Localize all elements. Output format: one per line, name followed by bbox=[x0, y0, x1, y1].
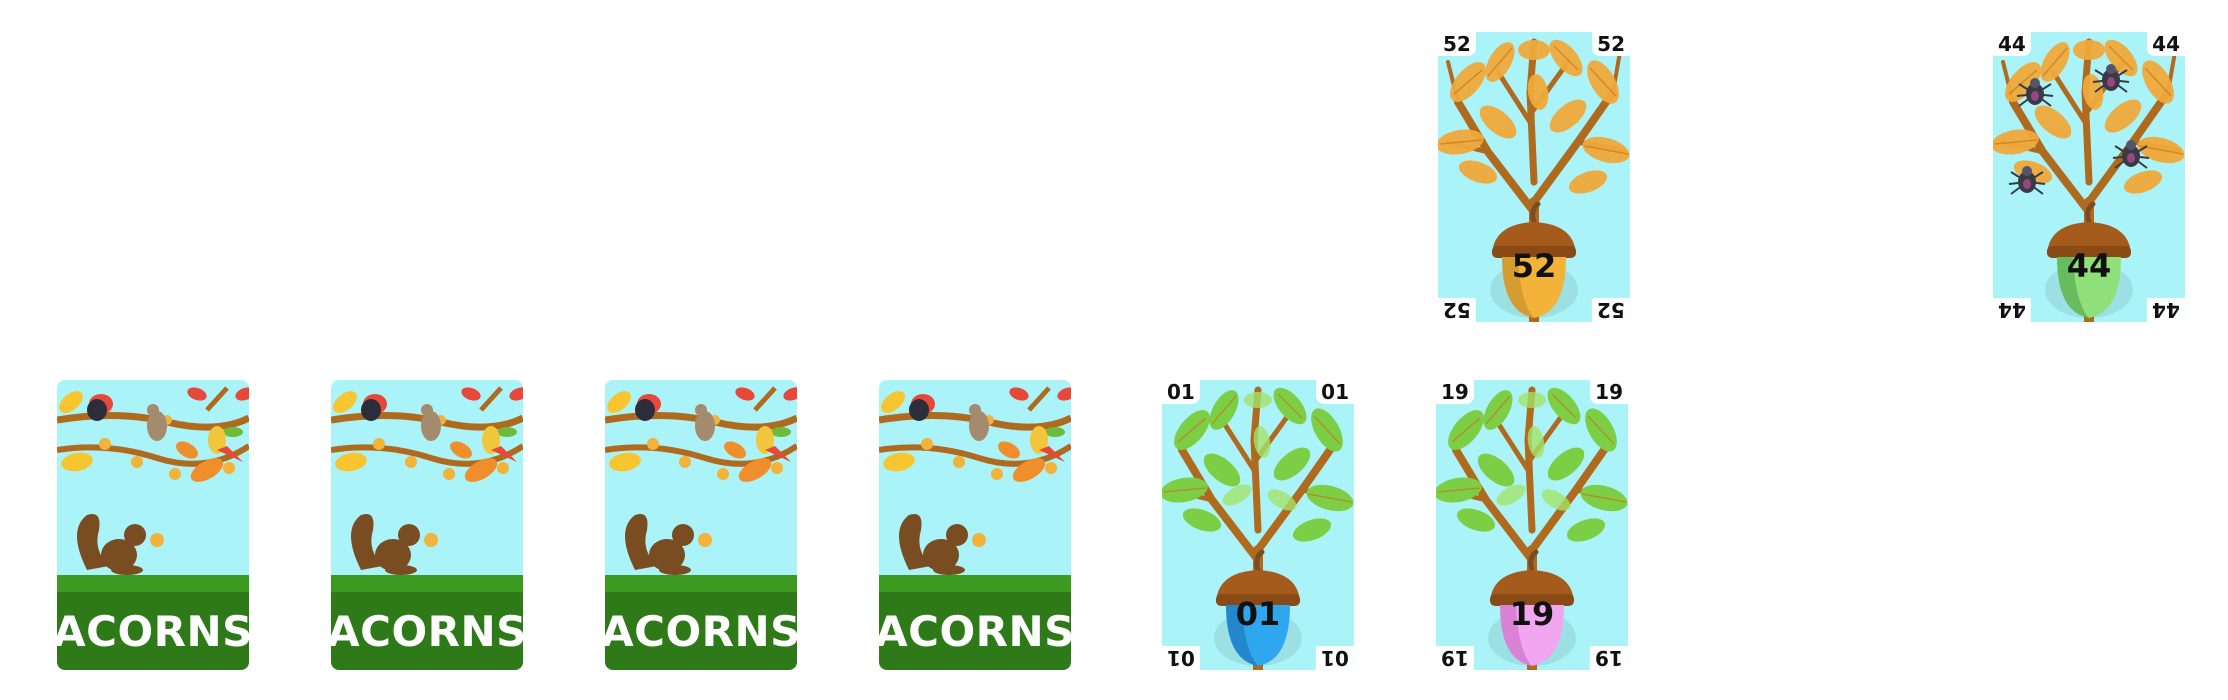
card-19[interactable]: 19 19 19 19 19 bbox=[1436, 380, 1628, 670]
corner-number-bottom-left: 01 bbox=[1162, 646, 1200, 670]
acorn-number: 52 bbox=[1511, 247, 1557, 285]
card-back-title: ACORNS bbox=[57, 606, 249, 656]
corner-number-bottom-left: 44 bbox=[1993, 298, 2031, 322]
corner-number-top-right: 01 bbox=[1316, 380, 1354, 404]
corner-number-top-left: 52 bbox=[1438, 32, 1476, 56]
card-44[interactable]: 44 44 44 44 44 bbox=[1993, 32, 2185, 322]
acorn-number: 19 bbox=[1509, 595, 1555, 633]
card-back-3[interactable]: ACORNS bbox=[605, 380, 797, 670]
card-01[interactable]: 01 01 01 01 01 bbox=[1162, 380, 1354, 670]
card-back-4[interactable]: ACORNS bbox=[879, 380, 1071, 670]
oak-tree-art bbox=[1993, 32, 2185, 322]
oak-tree-art bbox=[1162, 380, 1354, 670]
card-back-title: ACORNS bbox=[605, 606, 797, 656]
card-back-title: ACORNS bbox=[331, 606, 523, 656]
corner-number-bottom-right: 01 bbox=[1316, 646, 1354, 670]
corner-number-top-left: 19 bbox=[1436, 380, 1474, 404]
card-back-title: ACORNS bbox=[879, 606, 1071, 656]
acorn-number: 01 bbox=[1235, 595, 1281, 633]
corner-number-top-left: 44 bbox=[1993, 32, 2031, 56]
corner-number-bottom-right: 19 bbox=[1590, 646, 1628, 670]
corner-number-bottom-right: 44 bbox=[2147, 298, 2185, 322]
oak-tree-art bbox=[1436, 380, 1628, 670]
oak-tree-art bbox=[1438, 32, 1630, 322]
corner-number-bottom-left: 52 bbox=[1438, 298, 1476, 322]
corner-number-top-right: 19 bbox=[1590, 380, 1628, 404]
corner-number-top-right: 44 bbox=[2147, 32, 2185, 56]
card-back-2[interactable]: ACORNS bbox=[331, 380, 523, 670]
card-back-1[interactable]: ACORNS bbox=[57, 380, 249, 670]
corner-number-top-left: 01 bbox=[1162, 380, 1200, 404]
corner-number-bottom-right: 52 bbox=[1592, 298, 1630, 322]
corner-number-top-right: 52 bbox=[1592, 32, 1630, 56]
acorn-number: 44 bbox=[2066, 247, 2112, 285]
corner-number-bottom-left: 19 bbox=[1436, 646, 1474, 670]
card-52[interactable]: 52 52 52 52 52 bbox=[1438, 32, 1630, 322]
